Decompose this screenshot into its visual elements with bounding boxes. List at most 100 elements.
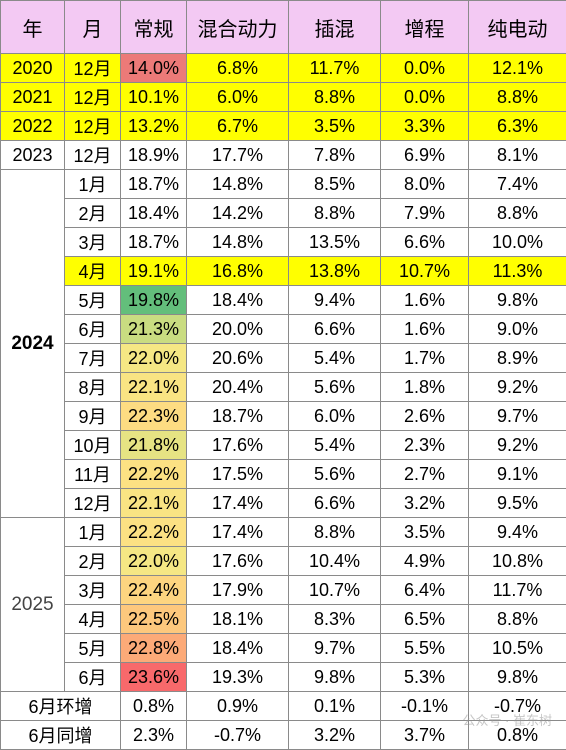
table-cell: 0.1% <box>289 692 381 721</box>
table-cell: 7.9% <box>381 199 469 228</box>
table-cell: 1.8% <box>381 373 469 402</box>
table-cell: 8.1% <box>469 141 566 170</box>
table-cell: 9.0% <box>469 315 566 344</box>
table-cell: 20.6% <box>187 344 289 373</box>
month-cell: 7月 <box>65 344 121 373</box>
header-bev: 纯电动 <box>469 1 566 54</box>
table-cell: 0.0% <box>381 54 469 83</box>
table-cell: 10.8% <box>469 547 566 576</box>
table-cell: 6.4% <box>381 576 469 605</box>
table-cell: 0.9% <box>187 692 289 721</box>
year-cell: 2023 <box>1 141 65 170</box>
table-cell: 6.0% <box>187 83 289 112</box>
year-cell: 2025 <box>1 518 65 692</box>
table-cell: 8.8% <box>289 518 381 547</box>
table-cell: 22.3% <box>121 402 187 431</box>
month-cell: 10月 <box>65 431 121 460</box>
table-cell: 6.0% <box>289 402 381 431</box>
table-cell: 5.6% <box>289 460 381 489</box>
table-cell: 10.7% <box>381 257 469 286</box>
year-cell: 2022 <box>1 112 65 141</box>
table-cell: 23.6% <box>121 663 187 692</box>
month-cell: 1月 <box>65 518 121 547</box>
table-cell: 18.4% <box>121 199 187 228</box>
table-cell: 8.8% <box>289 83 381 112</box>
table-cell: 5.6% <box>289 373 381 402</box>
table-cell: 10.5% <box>469 634 566 663</box>
table-cell: 2.6% <box>381 402 469 431</box>
table-cell: 17.9% <box>187 576 289 605</box>
table-cell: 17.7% <box>187 141 289 170</box>
table-cell: 0.8% <box>469 721 566 750</box>
month-cell: 12月 <box>65 141 121 170</box>
year-cell: 2021 <box>1 83 65 112</box>
table-cell: 10.4% <box>289 547 381 576</box>
table-cell: 3.5% <box>289 112 381 141</box>
table-cell: 1.6% <box>381 315 469 344</box>
table-cell: 7.8% <box>289 141 381 170</box>
month-cell: 11月 <box>65 460 121 489</box>
table-cell: 22.5% <box>121 605 187 634</box>
table-cell: 22.0% <box>121 547 187 576</box>
month-cell: 12月 <box>65 54 121 83</box>
table-cell: 2.7% <box>381 460 469 489</box>
table-cell: 9.4% <box>469 518 566 547</box>
table-cell: 8.8% <box>289 199 381 228</box>
table-header: 年 月 常规 混合动力 插混 增程 纯电动 <box>1 1 566 54</box>
table-cell: 18.1% <box>187 605 289 634</box>
table-cell: 8.5% <box>289 170 381 199</box>
table-cell: 6.5% <box>381 605 469 634</box>
table-cell: 9.2% <box>469 431 566 460</box>
month-cell: 4月 <box>65 257 121 286</box>
table-cell: 3.2% <box>381 489 469 518</box>
table-cell: 7.4% <box>469 170 566 199</box>
month-cell: 12月 <box>65 489 121 518</box>
table-cell: 17.6% <box>187 547 289 576</box>
table-cell: 8.9% <box>469 344 566 373</box>
table-cell: 8.8% <box>469 199 566 228</box>
table-cell: 11.7% <box>469 576 566 605</box>
table-cell: -0.1% <box>381 692 469 721</box>
table-cell: 5.3% <box>381 663 469 692</box>
table-cell: 3.3% <box>381 112 469 141</box>
table-cell: 14.2% <box>187 199 289 228</box>
header-phev: 插混 <box>289 1 381 54</box>
summary-label: 6月环增 <box>1 692 121 721</box>
table-cell: 21.3% <box>121 315 187 344</box>
month-cell: 3月 <box>65 228 121 257</box>
table-cell: 9.2% <box>469 373 566 402</box>
table-cell: 20.0% <box>187 315 289 344</box>
table-cell: 10.1% <box>121 83 187 112</box>
table-cell: 19.3% <box>187 663 289 692</box>
month-cell: 4月 <box>65 605 121 634</box>
table-cell: 3.5% <box>381 518 469 547</box>
table-cell: 0.0% <box>381 83 469 112</box>
month-cell: 6月 <box>65 315 121 344</box>
header-row: 年 月 常规 混合动力 插混 增程 纯电动 <box>1 1 566 54</box>
table-cell: 6.9% <box>381 141 469 170</box>
table-cell: 11.7% <box>289 54 381 83</box>
table-cell: 2.3% <box>121 721 187 750</box>
table-cell: 21.8% <box>121 431 187 460</box>
table-cell: 1.7% <box>381 344 469 373</box>
header-erev: 增程 <box>381 1 469 54</box>
table-cell: 22.1% <box>121 489 187 518</box>
table-cell: 9.8% <box>469 286 566 315</box>
table-cell: 16.8% <box>187 257 289 286</box>
table-cell: 9.4% <box>289 286 381 315</box>
table-cell: 9.1% <box>469 460 566 489</box>
table-cell: 9.7% <box>289 634 381 663</box>
